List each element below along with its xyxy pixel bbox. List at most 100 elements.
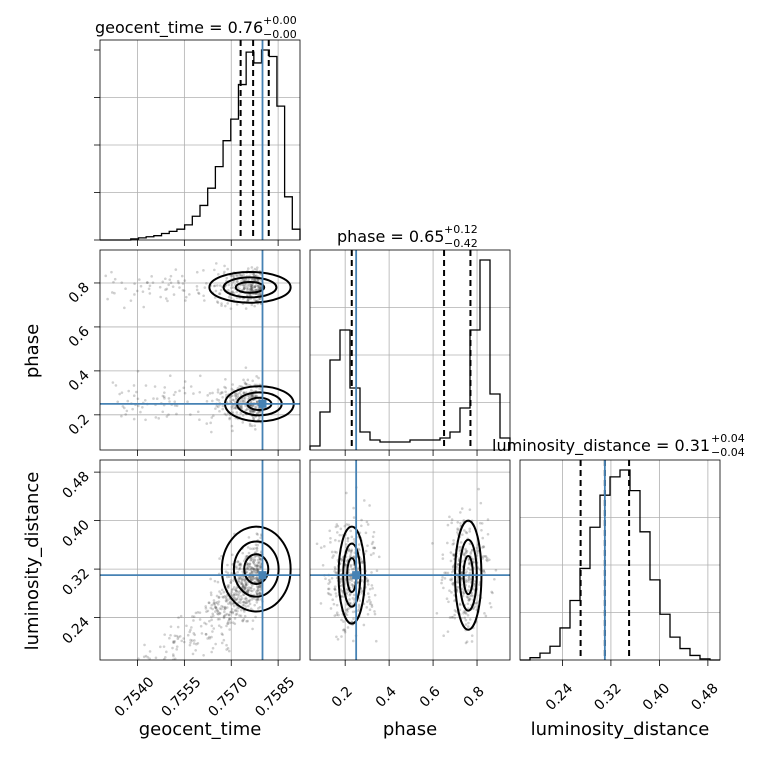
sample-point — [159, 664, 162, 667]
sample-point — [256, 567, 260, 570]
sample-point — [246, 562, 249, 565]
sample-point — [157, 681, 160, 684]
sample-point — [221, 595, 225, 599]
sample-point — [238, 597, 242, 601]
sample-point — [162, 395, 166, 399]
sample-point — [224, 570, 228, 573]
ytick-label-phase-1: 0.4 — [66, 367, 93, 394]
sample-point — [235, 411, 239, 414]
title-luminosity_distance-sup: +0.04 — [711, 432, 745, 445]
sample-point — [135, 390, 138, 394]
sample-point — [482, 545, 486, 549]
sample-point — [216, 390, 220, 394]
sample-point — [253, 547, 256, 550]
sample-point — [248, 409, 252, 413]
sample-point — [464, 578, 468, 581]
sample-point — [252, 417, 256, 421]
sample-point — [172, 640, 175, 643]
sample-point — [465, 549, 469, 553]
sample-point — [239, 404, 242, 408]
sample-point — [255, 598, 259, 602]
sample-point — [462, 591, 466, 595]
sample-point — [148, 657, 151, 660]
sample-point — [235, 566, 238, 570]
sample-point — [464, 618, 468, 622]
sample-point — [250, 394, 254, 398]
sample-point — [124, 413, 128, 416]
sample-point — [179, 614, 183, 618]
sample-point — [371, 587, 374, 590]
sample-point — [227, 618, 231, 621]
sample-point — [188, 643, 192, 647]
sample-point — [331, 556, 334, 559]
sample-point — [449, 559, 453, 563]
sample-point — [195, 270, 199, 274]
sample-point — [368, 587, 372, 591]
sample-point — [465, 640, 469, 643]
sample-point — [250, 303, 254, 307]
sample-point — [240, 582, 244, 586]
sample-point — [465, 595, 469, 598]
sample-point — [241, 400, 245, 403]
sample-point — [241, 421, 245, 424]
sample-point — [245, 570, 249, 574]
sample-point — [216, 617, 220, 621]
sample-point — [346, 610, 349, 613]
sample-point — [256, 578, 260, 582]
sample-point — [478, 521, 482, 525]
sample-point — [231, 394, 234, 397]
sample-point — [349, 529, 353, 533]
sample-point — [327, 587, 331, 591]
sample-point — [152, 397, 155, 400]
sample-point — [258, 287, 262, 291]
sample-point — [463, 529, 466, 532]
sample-point — [225, 575, 229, 579]
sample-point — [238, 567, 242, 571]
sample-point — [255, 566, 259, 570]
sample-point — [248, 602, 252, 606]
sample-point — [231, 280, 235, 284]
sample-point — [360, 591, 364, 595]
sample-point — [128, 684, 131, 687]
sample-point — [258, 297, 262, 300]
sample-point — [250, 584, 254, 587]
sample-point — [155, 397, 159, 401]
sample-point — [232, 291, 236, 295]
sample-point — [144, 418, 147, 422]
sample-point — [472, 607, 476, 610]
sample-point — [460, 507, 464, 510]
sample-point — [234, 608, 237, 612]
sample-point — [446, 630, 450, 633]
sample-point — [176, 661, 179, 664]
sample-point — [172, 293, 176, 296]
sample-point — [480, 528, 483, 532]
sample-point — [443, 571, 446, 575]
sample-point — [228, 416, 232, 420]
title-luminosity_distance: luminosity_distance = 0.31 — [492, 436, 710, 456]
sample-point — [456, 576, 460, 579]
sample-point — [243, 586, 246, 590]
sample-point — [151, 281, 155, 284]
sample-point — [452, 542, 456, 545]
sample-point — [223, 412, 227, 416]
sample-point — [321, 564, 325, 567]
sample-point — [254, 288, 258, 292]
sample-point — [224, 390, 227, 394]
sample-point — [144, 654, 148, 658]
sample-point — [190, 626, 193, 629]
sample-point — [472, 560, 476, 564]
sample-point — [450, 518, 454, 521]
title-geocent_time-sub: −0.00 — [263, 28, 297, 41]
sample-point — [238, 614, 241, 617]
sample-point — [257, 286, 261, 290]
sample-point — [197, 666, 200, 669]
sample-point — [252, 562, 256, 566]
sample-point — [350, 548, 353, 552]
sample-point — [238, 391, 241, 395]
sample-point — [132, 417, 136, 421]
sample-point — [333, 587, 337, 591]
sample-point — [259, 564, 262, 568]
sample-point — [256, 284, 260, 288]
sample-point — [143, 643, 146, 647]
sample-point — [349, 563, 353, 567]
